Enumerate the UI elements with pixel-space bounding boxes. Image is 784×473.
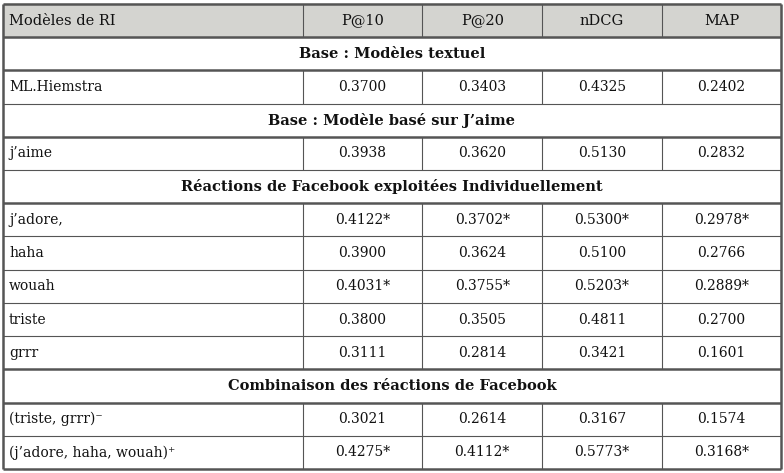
Text: haha: haha [9, 246, 44, 260]
Text: 0.4122*: 0.4122* [335, 213, 390, 227]
Text: 0.2978*: 0.2978* [694, 213, 749, 227]
Text: 0.5100: 0.5100 [578, 246, 626, 260]
Text: 0.3111: 0.3111 [338, 346, 387, 360]
Text: 0.3421: 0.3421 [578, 346, 626, 360]
Text: Base : Modèles textuel: Base : Modèles textuel [299, 47, 485, 61]
Text: 0.3620: 0.3620 [458, 147, 506, 160]
Text: 0.3167: 0.3167 [578, 412, 626, 426]
Bar [3, 4, 781, 37]
Text: 0.4275*: 0.4275* [335, 446, 390, 459]
Text: j’aime: j’aime [9, 147, 52, 160]
Text: 0.2700: 0.2700 [698, 313, 746, 326]
Text: 0.2814: 0.2814 [458, 346, 506, 360]
Text: 0.5773*: 0.5773* [575, 446, 630, 459]
Text: 0.5300*: 0.5300* [575, 213, 630, 227]
Text: 0.2402: 0.2402 [698, 80, 746, 94]
Text: 0.3702*: 0.3702* [455, 213, 510, 227]
Text: MAP: MAP [704, 14, 739, 27]
Text: Combinaison des réactions de Facebook: Combinaison des réactions de Facebook [227, 379, 557, 393]
Text: 0.3021: 0.3021 [339, 412, 387, 426]
Text: j’adore,: j’adore, [9, 213, 63, 227]
Text: Modèles de RI: Modèles de RI [9, 14, 115, 27]
Text: 0.1601: 0.1601 [697, 346, 746, 360]
Text: 0.3800: 0.3800 [339, 313, 387, 326]
Text: 0.4325: 0.4325 [578, 80, 626, 94]
Text: 0.3505: 0.3505 [458, 313, 506, 326]
Text: 0.2889*: 0.2889* [694, 280, 749, 293]
Text: P@10: P@10 [341, 14, 384, 27]
Text: ML.Hiemstra: ML.Hiemstra [9, 80, 103, 94]
Text: triste: triste [9, 313, 46, 326]
Text: 0.3900: 0.3900 [339, 246, 387, 260]
Text: 0.4811: 0.4811 [578, 313, 626, 326]
Text: 0.5130: 0.5130 [578, 147, 626, 160]
Text: 0.3755*: 0.3755* [455, 280, 510, 293]
Text: 0.3938: 0.3938 [339, 147, 387, 160]
Text: (triste, grrr)⁻: (triste, grrr)⁻ [9, 412, 103, 426]
Text: 0.1574: 0.1574 [697, 412, 746, 426]
Text: 0.4031*: 0.4031* [335, 280, 390, 293]
Text: Réactions de Facebook exploitées Individuellement: Réactions de Facebook exploitées Individ… [181, 179, 603, 194]
Text: nDCG: nDCG [580, 14, 624, 27]
Text: wouah: wouah [9, 280, 56, 293]
Text: P@20: P@20 [461, 14, 504, 27]
Text: 0.3624: 0.3624 [458, 246, 506, 260]
Text: 0.2766: 0.2766 [698, 246, 746, 260]
Text: 0.3168*: 0.3168* [694, 446, 749, 459]
Text: 0.4112*: 0.4112* [455, 446, 510, 459]
Text: grrr: grrr [9, 346, 38, 360]
Text: 0.2832: 0.2832 [698, 147, 746, 160]
Text: 0.3403: 0.3403 [458, 80, 506, 94]
Text: 0.2614: 0.2614 [458, 412, 506, 426]
Text: (j’adore, haha, wouah)⁺: (j’adore, haha, wouah)⁺ [9, 445, 176, 460]
Text: 0.3700: 0.3700 [339, 80, 387, 94]
Text: 0.5203*: 0.5203* [575, 280, 630, 293]
Text: Base : Modèle basé sur J’aime: Base : Modèle basé sur J’aime [268, 113, 516, 128]
